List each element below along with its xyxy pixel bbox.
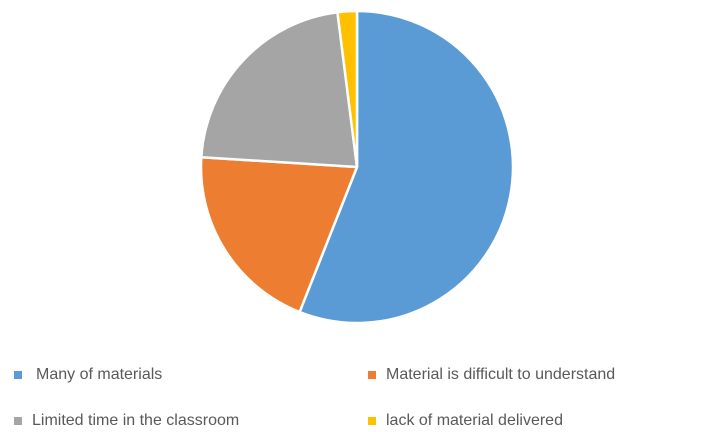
slice-material-difficult bbox=[199, 155, 359, 314]
legend-item-lack-of-material: lack of material delivered bbox=[368, 412, 563, 430]
legend-label: Material is difficult to understand bbox=[386, 366, 616, 383]
legend-swatch-gray bbox=[14, 417, 22, 425]
legend-item-many-of-materials: Many of materials bbox=[14, 366, 162, 384]
legend-label: lack of material delivered bbox=[386, 412, 563, 429]
legend-label: Many of materials bbox=[36, 366, 163, 383]
legend-item-limited-time: Limited time in the classroom bbox=[14, 412, 239, 430]
legend-swatch-blue bbox=[14, 371, 22, 379]
legend-swatch-yellow bbox=[368, 417, 376, 425]
slice-lack-of-material bbox=[336, 9, 359, 169]
slice-limited-time bbox=[200, 10, 359, 169]
legend-item-material-difficult: Material is difficult to understand bbox=[368, 366, 615, 384]
legend-label: Limited time in the classroom bbox=[32, 412, 240, 429]
slice-many-of-materials bbox=[298, 9, 515, 325]
legend-swatch-orange bbox=[368, 371, 376, 379]
